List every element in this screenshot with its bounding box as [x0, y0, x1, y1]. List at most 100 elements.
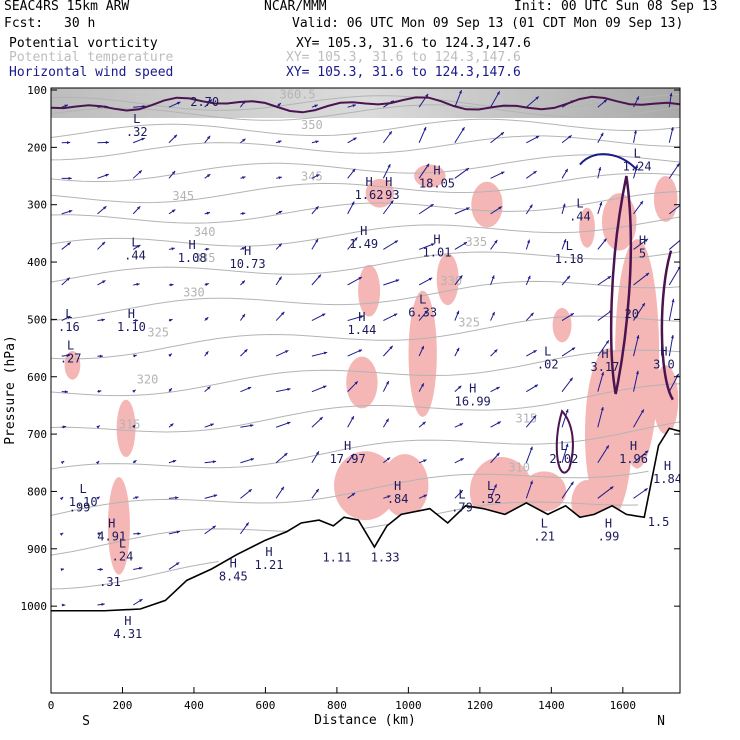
- wind-arrowhead: [644, 450, 649, 454]
- pv-blob: [381, 454, 429, 518]
- wind-arrowhead: [206, 211, 210, 215]
- y-tick-label: 600: [27, 371, 47, 384]
- wind-vector: [668, 265, 680, 286]
- wind-arrowhead: [171, 247, 175, 251]
- wind-arrowhead: [132, 424, 136, 429]
- theta-label: 320: [137, 373, 159, 387]
- wind-arrowhead: [205, 351, 209, 355]
- extremum-marker: L: [67, 339, 74, 353]
- theta-contour: [51, 154, 680, 182]
- wind-arrowhead: [99, 567, 103, 571]
- wind-arrowhead: [431, 243, 435, 247]
- theta-label: 335: [194, 251, 216, 265]
- wind-arrowhead: [315, 174, 320, 178]
- wind-arrowhead: [393, 313, 398, 317]
- wind-arrowhead: [496, 386, 500, 390]
- wind-arrowhead: [210, 423, 214, 427]
- wind-arrowhead: [278, 243, 282, 247]
- wind-arrowhead: [529, 204, 533, 208]
- wind-arrowhead: [242, 176, 246, 180]
- wind-arrowhead: [212, 460, 217, 464]
- wind-arrowhead: [206, 174, 211, 178]
- extremum-value: .93: [378, 188, 400, 202]
- extremum-value: 1.33: [371, 551, 400, 565]
- wind-arrowhead: [133, 460, 137, 464]
- wind-arrowhead: [569, 377, 573, 382]
- wind-arrowhead: [530, 312, 534, 317]
- wind-arrowhead: [607, 276, 611, 280]
- wind-arrowhead: [496, 452, 500, 457]
- extremum-value: .99: [69, 501, 91, 515]
- extremum-value: .21: [533, 529, 555, 543]
- wind-arrowhead: [62, 603, 66, 607]
- extremum-marker: L: [541, 516, 548, 530]
- wind-arrowhead: [500, 171, 505, 175]
- extremum-marker: L: [458, 488, 465, 502]
- wind-arrowhead: [358, 277, 362, 280]
- wind-arrowhead: [247, 386, 252, 390]
- extremum-value: .31: [99, 575, 121, 589]
- wind-arrowhead: [132, 389, 136, 393]
- wind-arrowhead: [207, 135, 211, 140]
- wind-arrowhead: [168, 353, 172, 357]
- y-tick-label: 500: [27, 313, 47, 326]
- wind-arrowhead: [204, 317, 209, 321]
- wind-arrowhead: [315, 140, 319, 144]
- extremum-marker: H: [639, 234, 646, 248]
- field-name-theta: Potential temperature: [9, 50, 174, 65]
- pv-blob: [358, 264, 381, 317]
- wind-arrowhead: [570, 481, 574, 486]
- wind-arrowhead: [171, 209, 176, 213]
- theta-contour: [51, 421, 680, 470]
- wind-arrowhead: [213, 494, 218, 498]
- wind-arrowhead: [682, 236, 685, 239]
- wind-vector: [561, 481, 574, 499]
- wind-arrowhead: [421, 345, 424, 350]
- theta-contour: [51, 216, 680, 247]
- wind-arrowhead: [636, 96, 639, 100]
- theta-label: 360.5: [280, 88, 316, 102]
- wind-arrowhead: [535, 136, 540, 139]
- wind-arrowhead: [386, 457, 391, 461]
- terrain-fill: [51, 428, 680, 693]
- extremum-value: 1.08: [178, 251, 207, 265]
- theta-contour: [51, 315, 680, 360]
- extremum-value: 1.18: [555, 252, 584, 266]
- wind-arrowhead: [598, 167, 602, 171]
- y-axis-label: Pressure (hPa): [3, 335, 18, 445]
- wind-arrowhead: [677, 266, 680, 270]
- wind-vector: [633, 272, 650, 286]
- y-tick-label: 100: [27, 84, 47, 97]
- wind-arrowhead: [641, 302, 645, 307]
- wind-arrowhead: [62, 425, 67, 429]
- field-name-pv: Potential vorticity: [9, 36, 158, 51]
- wind-arrowhead: [359, 315, 364, 319]
- wind-arrowhead: [423, 126, 427, 131]
- extremum-marker: H: [124, 614, 131, 628]
- extremum-value: 4.91: [97, 529, 126, 543]
- wind-arrowhead: [315, 451, 319, 455]
- extremum-value: 1.5: [648, 515, 670, 529]
- wind-arrowhead: [287, 421, 291, 425]
- wind-arrowhead: [533, 170, 537, 175]
- theta-contour: [51, 280, 680, 321]
- pv-blob: [471, 181, 503, 228]
- pv-contour-right: [660, 250, 674, 401]
- wind-vector: [597, 371, 604, 392]
- extremum-value: 16.99: [455, 395, 491, 409]
- x-tick-label: 0: [48, 699, 55, 712]
- extremum-marker: H: [358, 310, 365, 324]
- wind-arrowhead: [640, 409, 644, 413]
- wind-arrowhead: [176, 530, 180, 534]
- wind-arrowhead: [533, 415, 537, 419]
- extremum-value: 1.62: [355, 188, 384, 202]
- wind-arrowhead: [278, 276, 282, 281]
- wind-arrowhead: [245, 522, 249, 526]
- wind-arrowhead: [139, 566, 143, 570]
- wind-arrowhead: [138, 170, 142, 174]
- forecast-label: Fcst:: [4, 16, 44, 31]
- theta-label: 310: [508, 460, 530, 474]
- wind-arrowhead: [565, 409, 569, 413]
- wind-arrowhead: [425, 93, 429, 98]
